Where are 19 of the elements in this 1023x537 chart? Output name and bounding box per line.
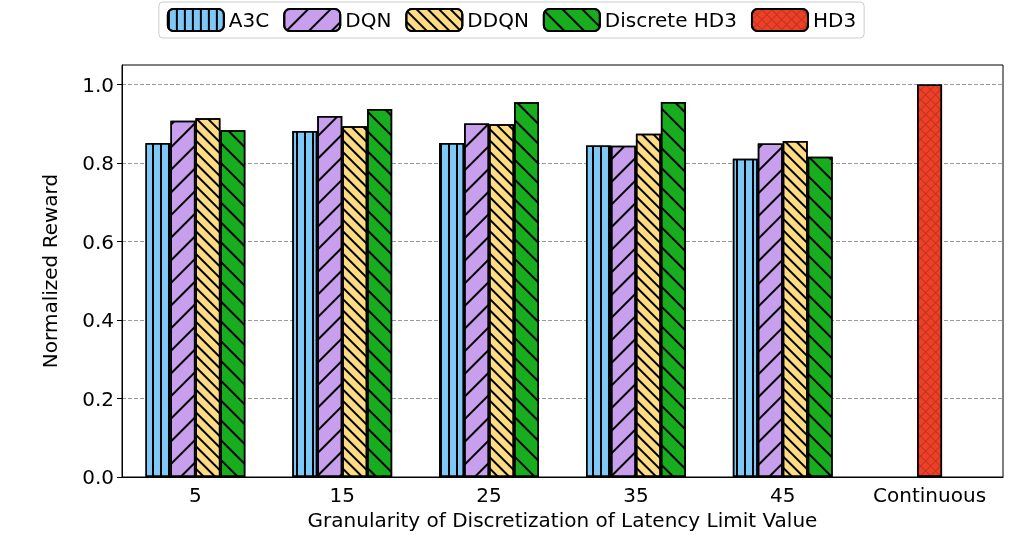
- legend-label: HD3: [812, 8, 857, 32]
- y-tick-label: 0.4: [82, 308, 114, 333]
- x-tick-label: 5: [189, 483, 202, 507]
- x-tick-label: 15: [329, 483, 355, 507]
- legend-label: A3C: [228, 8, 270, 32]
- y-tick-label: 1.0: [82, 72, 114, 97]
- x-axis-title: Granularity of Discretization of Latency Limit Value: [307, 507, 818, 532]
- x-tick-label: 25: [476, 483, 502, 507]
- x-tick-label: 35: [623, 483, 649, 507]
- y-tick-label: 0.8: [82, 151, 114, 176]
- legend-label: Discrete HD3: [604, 8, 737, 32]
- y-axis-title: Normalized Reward: [38, 173, 62, 369]
- y-tick-label: 0.0: [82, 465, 114, 489]
- y-tick-label: 0.2: [82, 386, 114, 411]
- x-tick-label: Continuous: [873, 483, 987, 507]
- legend-label: DQN: [345, 8, 392, 32]
- legend-label: DDQN: [467, 8, 529, 32]
- x-tick-label: 45: [770, 483, 796, 507]
- y-tick-label: 0.6: [82, 229, 114, 254]
